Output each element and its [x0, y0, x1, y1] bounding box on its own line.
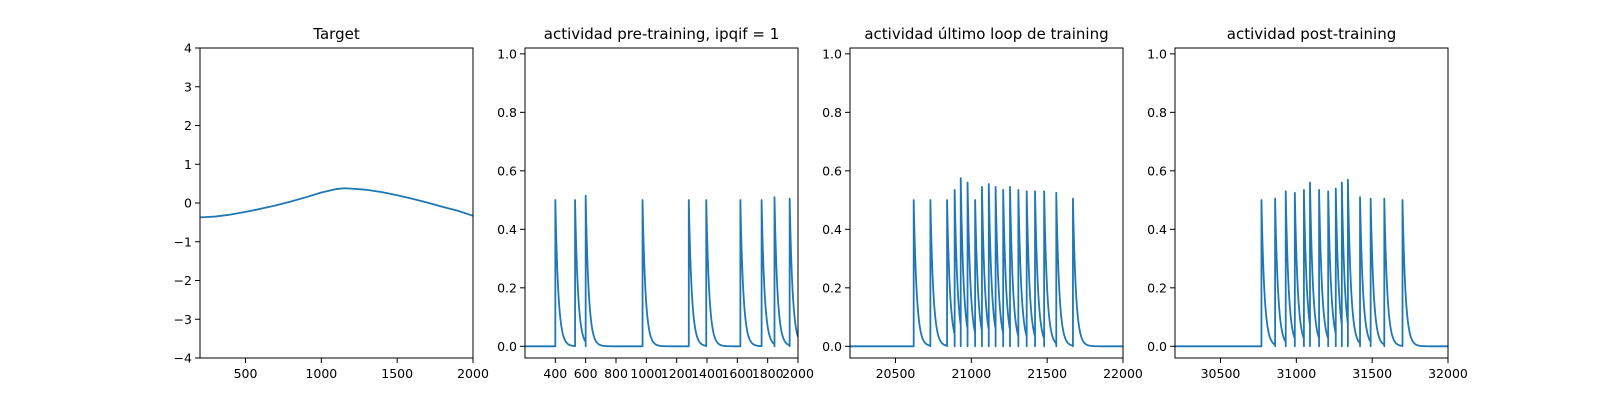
y-tick-label: 4 [184, 41, 192, 56]
x-tick-label: 500 [234, 366, 258, 381]
x-tick-label: 30500 [1201, 366, 1241, 381]
series-line-target [200, 187, 473, 219]
x-tick-label: 31500 [1352, 366, 1392, 381]
panel-title-last-training-loop: actividad último loop de training [864, 25, 1108, 43]
panel-pre-training: actividad pre-training, ipqif = 1 400 600 8… [497, 25, 814, 381]
y-tick-label: 0.8 [497, 105, 517, 120]
y-tick-label: 0.2 [822, 280, 842, 295]
y-tick-label: 0.8 [822, 105, 842, 120]
y-tick-label: −2 [174, 273, 192, 288]
axes-frame [1174, 47, 1449, 359]
x-tick-label: 600 [574, 366, 598, 381]
y-tick-label: −1 [174, 234, 192, 249]
y-tick-label: 0.6 [1147, 163, 1167, 178]
panel-last-training-loop: actividad último loop de training 20500 21… [822, 25, 1143, 381]
panel-post-training: actividad post-training 30500 31000 31500 32… [1147, 25, 1468, 381]
axes-frame [849, 47, 1124, 359]
x-tick-label: 2000 [457, 366, 489, 381]
y-tick-label: 0.8 [1147, 105, 1167, 120]
x-tick-label: 21500 [1027, 366, 1067, 381]
y-tick-label: 0.6 [822, 163, 842, 178]
series-line-post-training [1175, 178, 1448, 348]
x-tick-label: 21000 [951, 366, 991, 381]
y-tick-label: 2 [184, 118, 192, 133]
x-tick-label: 1600 [721, 366, 753, 381]
y-tick-label: 1 [184, 157, 192, 172]
x-tick-label: 1800 [752, 366, 784, 381]
y-tick-label: 3 [184, 79, 192, 94]
y-tick-label: 0.2 [1147, 280, 1167, 295]
y-tick-label: 0.0 [822, 339, 842, 354]
y-tick-label: 0.4 [1147, 222, 1167, 237]
x-tick-label: 32000 [1428, 366, 1468, 381]
panel-title-post-training: actividad post-training [1227, 25, 1396, 43]
y-tick-label: 0.4 [497, 222, 517, 237]
panel-title-target: Target [312, 25, 360, 43]
x-tick-label: 1500 [381, 366, 413, 381]
y-tick-label: 0.0 [497, 339, 517, 354]
x-tick-label: 31000 [1276, 366, 1316, 381]
x-tick-label: 1000 [630, 366, 662, 381]
y-tick-label: 0.0 [1147, 339, 1167, 354]
y-tick-label: 0.4 [822, 222, 842, 237]
panel-target: Target 500 1000 1500 2000 −4 −3 −2 −1 0 1 2 3 4 [174, 25, 489, 381]
series-line-pre-training [525, 194, 798, 348]
y-tick-label: 0.6 [497, 163, 517, 178]
y-tick-label: 1.0 [497, 46, 517, 61]
panel-title-pre-training: actividad pre-training, ipqif = 1 [544, 25, 780, 43]
y-tick-label: 0 [184, 196, 192, 211]
x-tick-label: 400 [543, 366, 567, 381]
x-tick-label: 20500 [876, 366, 916, 381]
y-tick-label: −3 [174, 312, 192, 327]
y-tick-label: 1.0 [822, 46, 842, 61]
axes-frame [524, 47, 799, 359]
x-tick-label: 1200 [661, 366, 693, 381]
x-tick-label: 1400 [691, 366, 723, 381]
x-tick-label: 22000 [1103, 366, 1143, 381]
x-tick-label: 2000 [782, 366, 814, 381]
y-tick-label: 0.2 [497, 280, 517, 295]
y-tick-label: 1.0 [1147, 46, 1167, 61]
x-tick-label: 1000 [305, 366, 337, 381]
series-line-last-training-loop [850, 177, 1123, 348]
x-tick-label: 800 [604, 366, 628, 381]
y-tick-label: −4 [174, 351, 192, 366]
